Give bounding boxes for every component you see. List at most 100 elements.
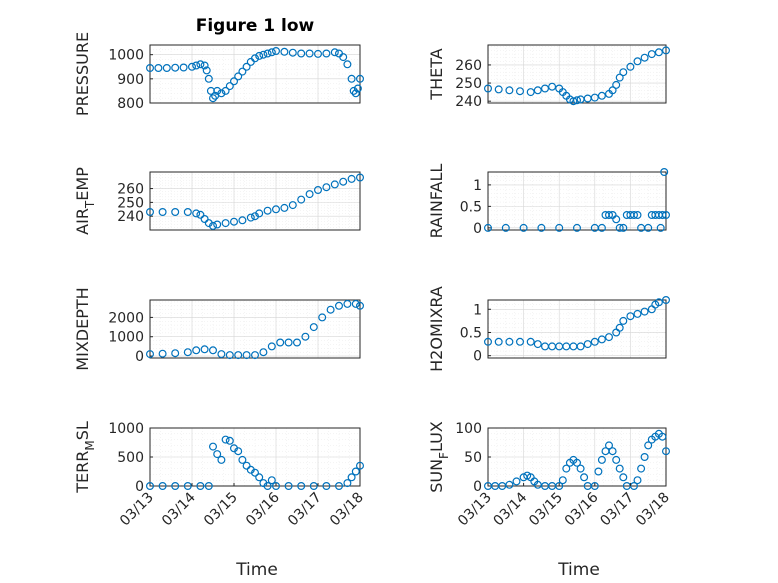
data-point: [576, 464, 585, 473]
y-label-subscript: T: [83, 200, 97, 209]
data-point: [330, 180, 339, 189]
data-point: [234, 72, 243, 81]
x-tick-label: 03/18: [633, 490, 673, 530]
data-point: [293, 338, 302, 347]
y-tick-label: 1: [473, 178, 482, 194]
data-point: [200, 61, 209, 70]
data-point: [608, 447, 617, 456]
y-label-rest: SL: [73, 421, 92, 440]
data-point: [590, 337, 599, 346]
data-point: [158, 349, 167, 358]
data-point: [661, 296, 670, 305]
data-point: [213, 450, 222, 459]
data-point: [626, 312, 635, 321]
subplot-pressure: 800 900 1000 PRESSURE Figure 1 low: [73, 16, 365, 116]
data-point: [604, 333, 613, 342]
data-point: [272, 482, 281, 491]
data-point: [284, 482, 293, 491]
data-point: [612, 215, 621, 224]
data-point: [515, 87, 524, 96]
y-label-subscript: M: [83, 440, 97, 450]
data-point: [209, 221, 218, 230]
data-point: [615, 223, 624, 232]
y-tick-label: 1: [473, 302, 482, 318]
data-point: [242, 461, 251, 470]
x-tick-label: 03/13: [117, 490, 157, 530]
axes-border: [487, 427, 667, 487]
axes-border: [149, 44, 361, 104]
y-axis-label: AIRTEMP: [73, 167, 97, 235]
data-point: [255, 473, 264, 482]
data-point: [171, 63, 180, 72]
x-tick-label: 03/15: [526, 490, 566, 530]
data-point: [267, 342, 276, 351]
data-point: [276, 338, 285, 347]
data-point: [562, 464, 571, 473]
data-point: [654, 298, 663, 307]
data-point: [221, 86, 230, 95]
data-point: [615, 73, 624, 82]
x-tick-label: 03/14: [491, 489, 531, 529]
data-point: [484, 223, 493, 232]
axes-frame: [487, 171, 667, 231]
data-point: [217, 89, 226, 98]
data-point: [204, 74, 213, 83]
data-point: [533, 340, 542, 349]
data-point: [280, 203, 289, 212]
x-tick-label: 03/14: [159, 489, 199, 529]
y-label-subscript: F: [437, 452, 451, 459]
data-point: [297, 49, 306, 58]
data-point: [288, 48, 297, 57]
data-point: [158, 208, 167, 217]
subplot-mixdepth: 0 1000 2000 MIXDEPTH: [73, 287, 365, 371]
subplot-theta: 240 250 260 THETA: [427, 44, 670, 110]
data-point: [196, 482, 205, 491]
data-point: [576, 342, 585, 351]
chart-title: Figure 1 low: [196, 16, 315, 36]
data-point: [196, 210, 205, 219]
data-point: [640, 453, 649, 462]
data-point: [209, 442, 218, 451]
data-point: [284, 338, 293, 347]
data-point: [192, 61, 201, 70]
y-tick-label: 240: [455, 94, 482, 110]
data-point: [230, 217, 239, 226]
data-point: [558, 476, 567, 485]
data-point: [626, 62, 635, 71]
data-point: [343, 60, 352, 69]
data-point: [213, 86, 222, 95]
data-point: [339, 53, 348, 62]
data-point: [204, 482, 213, 491]
data-point: [644, 223, 653, 232]
data-point: [597, 91, 606, 100]
data-point: [526, 88, 535, 97]
data-point: [305, 190, 314, 199]
data-point: [537, 223, 546, 232]
data-point: [183, 208, 192, 217]
data-point: [594, 467, 603, 476]
data-point: [619, 316, 628, 325]
data-point: [326, 305, 335, 314]
data-point: [234, 447, 243, 456]
data-point: [146, 208, 155, 217]
data-point: [619, 68, 628, 77]
y-axis-label: SUNFLUX: [427, 421, 451, 493]
x-tick-label: 03/16: [562, 489, 602, 529]
data-point: [505, 337, 514, 346]
data-point: [322, 482, 331, 491]
data-point: [533, 86, 542, 95]
y-tick-label: 260: [117, 182, 144, 198]
data-point: [343, 299, 352, 308]
data-point: [263, 482, 272, 491]
y-label-main: AIR: [73, 208, 92, 235]
data-point: [238, 216, 247, 225]
data-point: [484, 337, 493, 346]
y-axis-label: RAINFALL: [427, 164, 446, 239]
axes-border: [149, 171, 361, 231]
data-point: [183, 482, 192, 491]
y-axis-label: TERRMSL: [73, 421, 97, 494]
data-point: [305, 49, 314, 58]
data-point: [644, 441, 653, 450]
data-point: [192, 346, 201, 355]
data-point: [255, 209, 264, 218]
